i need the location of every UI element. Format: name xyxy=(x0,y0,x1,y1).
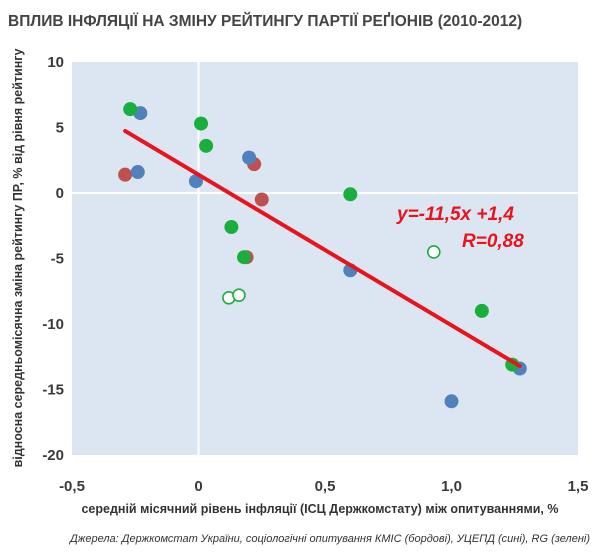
data-points xyxy=(118,102,527,409)
y-tick-label: -10 xyxy=(42,316,64,333)
y-tick-label: 0 xyxy=(56,185,64,202)
x-tick-label: -0,5 xyxy=(59,478,85,495)
data-point-rg xyxy=(343,187,358,202)
x-axis-ticks: -0,5 0 0,5 1,0 1,5 xyxy=(59,478,588,495)
data-point-rg xyxy=(194,116,209,131)
chart-title: ВПЛИВ ІНФЛЯЦІЇ НА ЗМІНУ РЕЙТИНГУ ПАРТІЇ … xyxy=(8,12,522,30)
y-tick-label: 5 xyxy=(56,120,64,137)
trend-equation: y=-11,5x +1,4 xyxy=(396,204,514,225)
data-point-rg xyxy=(123,102,138,117)
trend-r-value: R=0,88 xyxy=(462,231,524,252)
data-point-rg_hollow xyxy=(426,245,441,259)
data-point-rg xyxy=(224,220,239,235)
source-note: Джерела: Держкомстат України, соціологіч… xyxy=(68,533,590,545)
x-tick-label: 0,5 xyxy=(315,478,336,495)
data-point-ucepd xyxy=(130,165,145,180)
y-tick-label: -15 xyxy=(42,382,64,399)
plot-area xyxy=(72,62,578,455)
data-point-rg_hollow xyxy=(232,288,246,302)
x-tick-label: 1,5 xyxy=(568,478,589,495)
data-point-rg xyxy=(237,250,252,265)
x-tick-label: 1,0 xyxy=(441,478,462,495)
data-point-ucepd xyxy=(188,174,203,189)
trend-line xyxy=(123,128,522,368)
data-point-kmis xyxy=(254,192,269,207)
data-point-kmis xyxy=(118,167,133,182)
x-tick-label: 0 xyxy=(194,478,202,495)
y-tick-label: -5 xyxy=(51,251,64,268)
data-point-ucepd xyxy=(444,394,459,409)
x-axis-label: середній місячний рівень інфляції (ІСЦ Д… xyxy=(81,502,558,516)
data-point-rg xyxy=(199,138,214,153)
y-axis-label: відносна середньомісячна зміна рейтингу … xyxy=(11,49,25,468)
data-point-ucepd xyxy=(242,150,257,165)
data-point-rg xyxy=(474,303,489,318)
y-tick-label: 10 xyxy=(47,54,64,71)
y-tick-label: -20 xyxy=(42,447,64,464)
y-axis-ticks: -20 -15 -10 -5 0 5 10 xyxy=(42,54,64,464)
